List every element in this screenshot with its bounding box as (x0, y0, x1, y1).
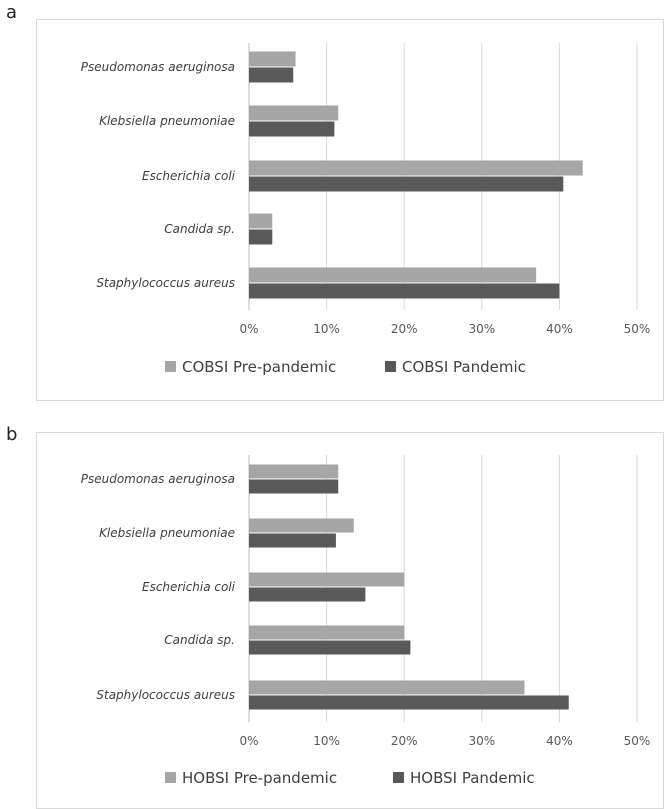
x-tick-label: 10% (313, 734, 340, 748)
x-tick-label: 30% (468, 734, 495, 748)
bar-pre-pandemic (249, 464, 339, 479)
bar-pre-pandemic (249, 51, 296, 67)
legend-label: HOBSI Pandemic (410, 769, 535, 787)
category-label: Pseudomonas aeruginosa (81, 472, 235, 486)
bar-pandemic (249, 176, 564, 192)
x-tick-label: 40% (546, 322, 573, 336)
category-label: Escherichia coli (142, 169, 236, 183)
legend-swatch (393, 772, 404, 783)
bar-pre-pandemic (249, 680, 525, 695)
bar-pre-pandemic (249, 160, 583, 176)
bar-pandemic (249, 640, 411, 655)
category-label: Klebsiella pneumoniae (99, 114, 235, 128)
category-label: Pseudomonas aeruginosa (81, 60, 235, 74)
chart-a: 0% 10% 20% 30% 40% 50% Pseudomonas aeruginosa K… (81, 43, 651, 376)
bar-pre-pandemic (249, 105, 339, 121)
panel-b-label: b (6, 424, 18, 445)
bar-pandemic (249, 229, 273, 245)
category-label: Candida sp. (164, 222, 235, 236)
category-label: Staphylococcus aureus (96, 688, 235, 702)
bar-pandemic (249, 121, 335, 137)
x-tick-label: 0% (239, 734, 258, 748)
bar-pandemic (249, 695, 569, 710)
x-tick-label: 10% (313, 322, 340, 336)
x-tick-label: 0% (239, 322, 258, 336)
bar-pandemic (249, 283, 560, 299)
category-label: Klebsiella pneumoniae (99, 526, 235, 540)
legend-swatch (165, 772, 176, 783)
category-label: Candida sp. (164, 633, 235, 647)
bar-pandemic (249, 479, 339, 494)
legend-label: HOBSI Pre-pandemic (182, 769, 337, 787)
legend-swatch (385, 361, 396, 372)
bar-pre-pandemic (249, 518, 354, 533)
bar-pre-pandemic (249, 267, 537, 283)
bar-pre-pandemic (249, 625, 405, 640)
category-label: Staphylococcus aureus (96, 276, 235, 290)
bar-pre-pandemic (249, 572, 405, 587)
x-tick-label: 30% (468, 322, 495, 336)
legend-swatch (165, 361, 176, 372)
panel-a-label: a (6, 2, 18, 23)
bar-pandemic (249, 587, 366, 602)
x-tick-label: 50% (624, 322, 651, 336)
x-tick-label: 20% (391, 734, 418, 748)
category-label: Escherichia coli (142, 580, 236, 594)
x-tick-label: 20% (391, 322, 418, 336)
x-tick-label: 50% (624, 734, 651, 748)
legend-label: COBSI Pre-pandemic (182, 358, 336, 376)
x-tick-label: 40% (546, 734, 573, 748)
bar-pandemic (249, 533, 336, 548)
bar-pre-pandemic (249, 213, 273, 229)
bar-pandemic (249, 67, 294, 83)
legend-label: COBSI Pandemic (402, 358, 526, 376)
